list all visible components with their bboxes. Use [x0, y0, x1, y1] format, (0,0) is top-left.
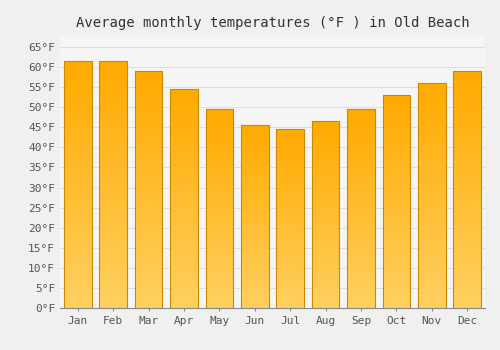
Bar: [170, 89, 198, 308]
Bar: [241, 125, 268, 308]
Bar: [312, 121, 340, 308]
Title: Average monthly temperatures (°F ) in Old Beach: Average monthly temperatures (°F ) in Ol…: [76, 16, 469, 30]
Bar: [382, 95, 410, 308]
Bar: [100, 61, 127, 308]
Bar: [276, 130, 304, 308]
Bar: [454, 71, 481, 308]
Bar: [64, 61, 92, 308]
Bar: [134, 71, 162, 308]
Bar: [347, 109, 375, 308]
Bar: [206, 109, 233, 308]
Bar: [418, 83, 446, 308]
